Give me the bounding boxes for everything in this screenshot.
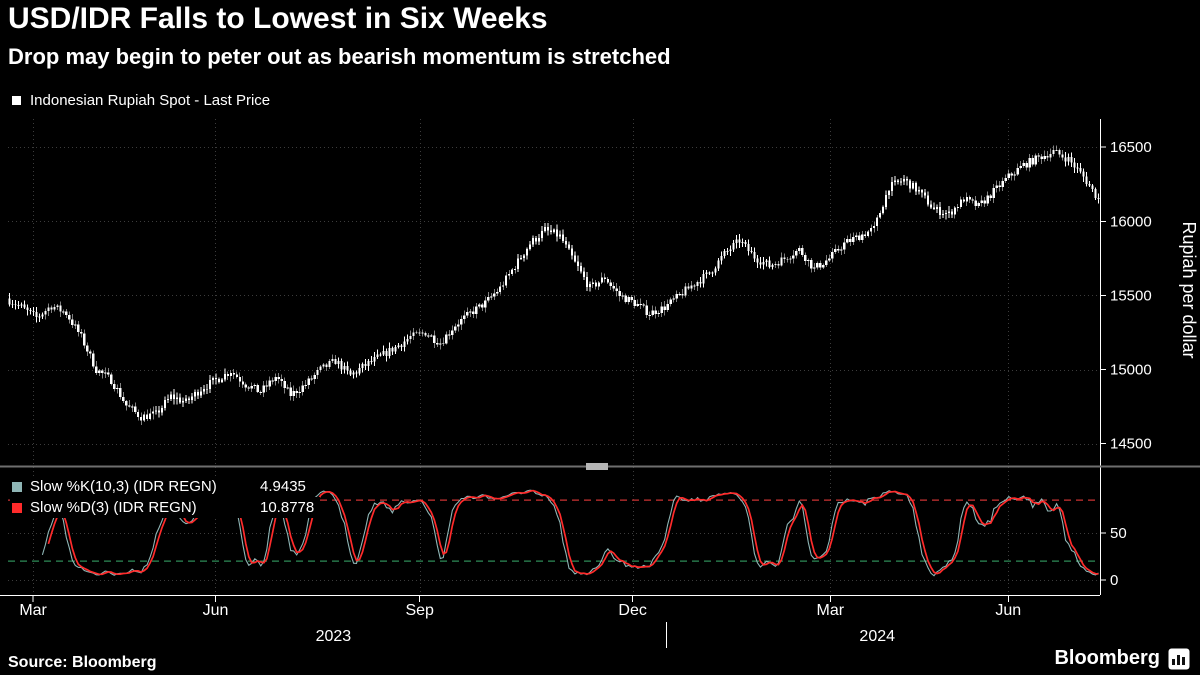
- stoch-k-swatch-icon: [12, 481, 22, 492]
- stoch-d-swatch-icon: [12, 502, 22, 513]
- pane-divider-handle[interactable]: [586, 463, 608, 470]
- y-axis-tick-label: 16500: [1110, 139, 1152, 156]
- stoch-axis-tick-label: 50: [1110, 525, 1127, 542]
- y-axis-tick-label: 15500: [1110, 287, 1152, 304]
- stochastic-legend: Slow %K(10,3) (IDR REGN) 4.9435 Slow %D(…: [10, 476, 321, 518]
- x-axis-month-label: Mar: [816, 602, 844, 619]
- price-chart-canvas[interactable]: 16500 16000 15500 15000 14500 50 0 Mar Jun Sep Dec…: [0, 115, 1200, 655]
- main-series-legend: Indonesian Rupiah Spot - Last Price: [12, 92, 270, 109]
- y-axis-tick-label: 16000: [1110, 213, 1152, 230]
- series-legend-label: Indonesian Rupiah Spot - Last Price: [30, 92, 271, 109]
- y-axis-title: Rupiah per dollar: [1179, 221, 1199, 358]
- stoch-d-legend-row: Slow %D(3) (IDR REGN) 10.8778: [10, 497, 321, 518]
- series-swatch-icon: [12, 96, 21, 105]
- chart-title: USD/IDR Falls to Lowest in Six Weeks: [8, 2, 548, 35]
- y-axis-tick-label: 15000: [1110, 362, 1152, 379]
- stoch-d-label: Slow %D(3) (IDR REGN): [30, 499, 197, 516]
- source-attribution: Source: Bloomberg: [8, 654, 157, 671]
- stoch-k-label: Slow %K(10,3) (IDR REGN): [30, 478, 217, 495]
- stoch-k-legend-row: Slow %K(10,3) (IDR REGN) 4.9435: [10, 476, 312, 497]
- candlestick-series[interactable]: [8, 145, 1100, 425]
- x-axis-month-label: Mar: [19, 602, 47, 619]
- x-axis-month-label: Jun: [995, 602, 1021, 619]
- stoch-axis-tick-label: 0: [1110, 572, 1118, 589]
- x-axis-month-label: Dec: [618, 602, 646, 619]
- gridlines: [8, 119, 1100, 593]
- chart-subtitle: Drop may begin to peter out as bearish m…: [8, 44, 671, 69]
- x-axis-year-label: 2024: [859, 628, 895, 645]
- x-axis-month-label: Sep: [405, 602, 434, 619]
- y-axis-tick-label: 14500: [1110, 436, 1152, 453]
- bloomberg-wordmark: Bloomberg: [1054, 647, 1160, 669]
- bloomberg-chart-icon: [1168, 648, 1190, 669]
- stoch-k-value: 4.9435: [260, 478, 306, 495]
- bloomberg-logo: Bloomberg: [1054, 647, 1190, 670]
- stoch-d-value: 10.8778: [260, 499, 315, 516]
- x-axis-month-label: Jun: [203, 602, 229, 619]
- x-axis-year-label: 2023: [316, 628, 352, 645]
- axes: 16500 16000 15500 15000 14500 50 0 Mar Jun Sep Dec…: [0, 119, 1152, 648]
